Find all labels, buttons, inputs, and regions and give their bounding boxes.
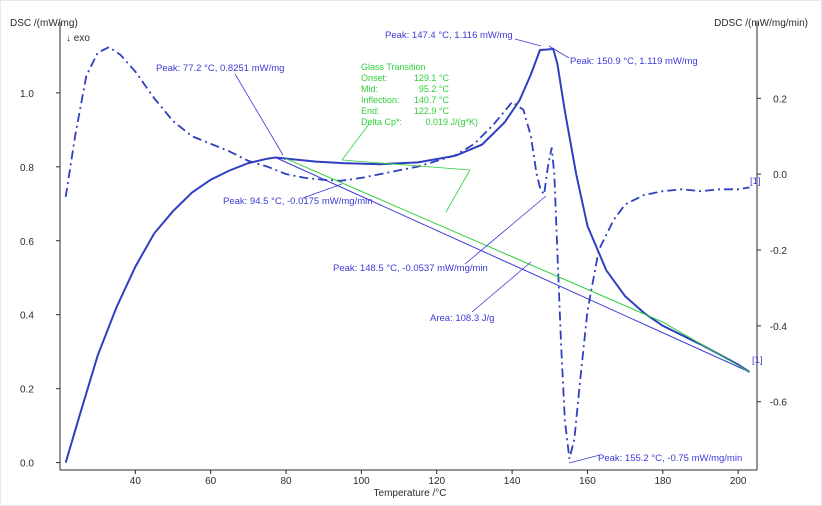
x-tick-label: 200 bbox=[730, 476, 747, 487]
y-right-tick-label: -0.4 bbox=[770, 322, 788, 333]
axes bbox=[56, 22, 761, 474]
annotation-leaders bbox=[234, 38, 601, 464]
gt-onset-label: Onset: bbox=[361, 73, 388, 83]
annotation-peak-1485: Peak: 148.5 °C, -0.0537 mW/mg/min bbox=[333, 263, 488, 274]
glass-transition-lines bbox=[341, 123, 471, 213]
gt-leader-3 bbox=[341, 123, 370, 161]
x-tick-label: 80 bbox=[280, 476, 292, 487]
left-axis-title: DSC /(mW/mg) bbox=[10, 18, 78, 29]
y-left-tick-label: 1.0 bbox=[20, 89, 34, 100]
annotation-area: Area: 108.3 J/g bbox=[430, 313, 494, 324]
gt-inflection-label: Inflection: bbox=[361, 95, 400, 105]
y-left-tick-label: 0.8 bbox=[20, 163, 34, 174]
leader-peak-772 bbox=[234, 73, 284, 156]
tick-labels: 40 60 80 100 120 140 160 180 200 0.0 0.2 0.4 0.6 0.8 1… bbox=[20, 89, 787, 487]
gt-inflection-value: 140.7 °C bbox=[414, 95, 450, 105]
ddsc-curve bbox=[64, 46, 750, 459]
y-right-tick-label: 0.2 bbox=[773, 94, 787, 105]
curve-marker-dsc: [1] bbox=[752, 355, 763, 366]
gt-mid-value: 95.2 °C bbox=[419, 84, 450, 94]
curves bbox=[64, 46, 751, 463]
gt-deltacp-label: Delta Cp*: bbox=[361, 117, 402, 127]
y-right-tick-label: -0.6 bbox=[770, 398, 788, 409]
annotation-peak-1552: Peak: 155.2 °C, -0.75 mW/mg/min bbox=[598, 453, 742, 464]
glass-transition-baseline bbox=[285, 158, 750, 373]
y-right-tick-label: -0.2 bbox=[770, 246, 788, 257]
annotation-peak-772: Peak: 77.2 °C, 0.8251 mW/mg bbox=[156, 63, 284, 74]
gt-end-value: 122.9 °C bbox=[414, 106, 450, 116]
exo-label: ↓ exo bbox=[66, 33, 90, 44]
gt-leader-1 bbox=[341, 159, 471, 171]
gt-onset-value: 129.1 °C bbox=[414, 73, 450, 83]
peak-integration-baseline bbox=[275, 157, 750, 373]
annotation-peak-1509: Peak: 150.9 °C, 1.119 mW/mg bbox=[570, 56, 698, 67]
right-axis-title: DDSC /(mW/mg/min) bbox=[714, 18, 808, 29]
x-tick-label: 140 bbox=[504, 476, 521, 487]
leader-peak-1485 bbox=[464, 195, 547, 265]
gt-leader-2 bbox=[445, 169, 471, 213]
y-left-tick-label: 0.6 bbox=[20, 237, 34, 248]
y-left-tick-label: 0.4 bbox=[20, 311, 34, 322]
x-tick-label: 100 bbox=[353, 476, 370, 487]
y-right-tick-label: 0.0 bbox=[773, 170, 787, 181]
gt-mid-label: Mid: bbox=[361, 84, 378, 94]
leader-peak-1552 bbox=[568, 454, 601, 464]
annotation-peak-1474: Peak: 147.4 °C, 1.116 mW/mg bbox=[385, 30, 513, 41]
gt-end-label: End: bbox=[361, 106, 380, 116]
x-tick-label: 160 bbox=[579, 476, 596, 487]
x-tick-label: 60 bbox=[205, 476, 217, 487]
x-tick-label: 180 bbox=[654, 476, 671, 487]
leader-peak-945 bbox=[302, 183, 343, 199]
curve-marker-ddsc: [1] bbox=[750, 176, 761, 187]
leader-peak-1474 bbox=[514, 38, 542, 47]
glass-transition-table: Glass Transition Onset: 129.1 °C Mid: 95… bbox=[361, 62, 478, 127]
leader-area bbox=[471, 261, 532, 313]
gt-deltacp-value: 0.019 J/(g*K) bbox=[425, 117, 478, 127]
y-left-tick-label: 0.2 bbox=[20, 385, 34, 396]
x-tick-label: 120 bbox=[428, 476, 445, 487]
leader-peak-1509 bbox=[548, 45, 570, 59]
x-axis-title: Temperature /°C bbox=[374, 488, 447, 499]
x-tick-label: 40 bbox=[130, 476, 142, 487]
annotation-peak-945: Peak: 94.5 °C, -0.0175 mW/mg/min bbox=[223, 196, 373, 207]
glass-transition-title: Glass Transition bbox=[361, 62, 426, 72]
y-left-tick-label: 0.0 bbox=[20, 459, 34, 470]
